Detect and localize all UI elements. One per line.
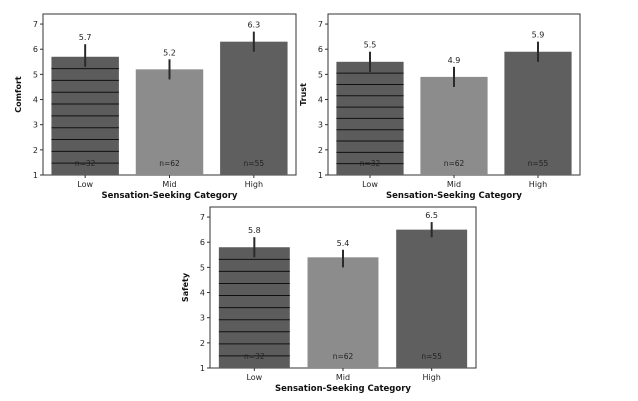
y-tick-label: 4 [200,289,205,298]
y-tick-label: 3 [200,314,205,323]
value-label: 5.7 [79,33,92,42]
value-label: 5.2 [163,48,176,57]
y-tick-label: 7 [200,213,205,222]
x-tick-label: High [422,373,440,382]
x-tick-label: High [245,180,263,189]
y-tick-label: 4 [33,96,38,105]
n-label: n=32 [244,352,265,361]
n-label: n=55 [244,159,265,168]
x-tick-label: Low [362,180,378,189]
n-label: n=32 [75,159,96,168]
value-label: 5.9 [532,31,545,40]
x-tick-label: Mid [447,180,461,189]
bar-high [504,51,572,175]
y-tick-label: 6 [33,45,38,54]
y-tick-label: 5 [33,70,38,79]
bar-mid [420,76,488,175]
n-label: n=62 [333,352,354,361]
n-label: n=55 [421,352,442,361]
y-tick-label: 2 [318,146,323,155]
y-tick-label: 5 [200,263,205,272]
chart-panel-comfort: 1 2 3 4 5 6 7 5.7 n=32 Low 5.2 n=62 Mid 6.3 n=55 High Se… [14,13,297,201]
y-tick-label: 6 [200,238,205,247]
y-tick-label: 2 [200,339,205,348]
n-label: n=32 [360,159,381,168]
value-label: 5.5 [364,41,377,50]
y-tick-label: 1 [200,364,205,373]
y-tick-label: 3 [318,121,323,130]
x-tick-label: Mid [336,373,350,382]
y-tick-label: 1 [33,171,38,180]
x-axis-title: Sensation-Seeking Category [275,384,411,394]
y-tick-label: 7 [318,20,323,29]
y-tick-label: 3 [33,121,38,130]
value-label: 4.9 [448,56,461,65]
x-tick-label: Mid [162,180,176,189]
bar-mid [307,257,379,368]
bar-high [396,229,468,368]
n-label: n=62 [444,159,465,168]
value-label: 6.3 [247,21,260,30]
x-axis-title: Sensation-Seeking Category [102,191,238,201]
x-tick-label: Low [246,373,262,382]
bar-mid [135,69,204,175]
x-tick-label: High [529,180,547,189]
x-axis-title: Sensation-Seeking Category [386,191,522,201]
y-tick-label: 5 [318,70,323,79]
value-label: 5.4 [337,239,350,248]
chart-panel-trust: 1 2 3 4 5 6 7 5.5 n=32 Low 4.9 n=62 Mid 5.9 n=55 High Se… [299,13,581,201]
n-label: n=55 [528,159,549,168]
y-tick-label: 7 [33,20,38,29]
y-axis-title: Trust [299,83,308,106]
y-axis-title: Comfort [14,76,23,113]
y-tick-label: 6 [318,45,323,54]
y-tick-label: 2 [33,146,38,155]
y-tick-label: 1 [318,171,323,180]
bar-high [220,41,288,175]
value-label: 6.5 [425,211,438,220]
n-label: n=62 [159,159,180,168]
chart-panel-safety: 1 2 3 4 5 6 7 5.8 n=32 Low 5.4 n=62 Mid 6.5 n=55 High Se… [181,206,477,394]
x-tick-label: Low [77,180,93,189]
y-tick-label: 4 [318,96,323,105]
y-axis-title: Safety [181,272,190,302]
value-label: 5.8 [248,226,261,235]
